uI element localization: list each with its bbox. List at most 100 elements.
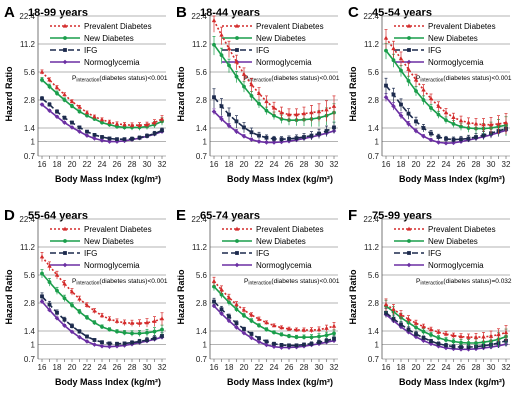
data-point [92,320,97,325]
legend-label: IFG [428,249,441,258]
data-point [436,336,441,340]
x-tick-label: 32 [502,363,511,372]
data-point [40,271,44,276]
data-point [137,135,142,140]
y-tick-label: 0.7 [196,152,208,161]
x-tick-label: 18 [53,160,62,169]
panel-title: 55-64 years [28,210,88,222]
data-point [249,318,254,323]
data-point [481,340,486,345]
legend-marker [407,36,411,40]
data-point [481,334,486,339]
data-point [257,101,261,106]
data-point [294,136,299,141]
data-point [62,317,67,322]
x-tick-label: 30 [487,363,496,372]
x-tick-label: 18 [53,363,62,372]
panel-title: 45-54 years [372,7,432,19]
x-tick-label: 32 [502,160,511,169]
data-point [451,339,456,344]
data-point [129,320,135,325]
data-point [309,335,314,340]
legend-label: Prevalent Diabetes [84,22,152,31]
y-tick-label: 11.2 [192,40,208,49]
data-point [152,131,157,136]
panel-d: D 55-64 years 0.7 1 1.4 2.8 5.6 11.2 22.4 16 18 20 2… [4,207,168,387]
y-tick-label: 1 [203,341,208,350]
data-point [47,84,52,89]
data-point [122,137,127,142]
legend-marker [234,262,240,268]
data-point [414,325,418,330]
data-point [234,321,239,326]
data-point [257,133,261,138]
legend-label: IFG [256,249,269,258]
data-point [264,339,269,344]
data-point [69,125,75,130]
data-point [271,140,277,145]
legend-label: IFG [428,46,441,55]
data-point [62,120,67,125]
y-tick-label: 1 [203,138,208,147]
data-point [100,135,104,139]
data-point [436,140,441,145]
data-point [234,307,239,312]
panel-e: E 65-74 years 0.7 1 1.4 2.8 5.6 11.2 22.4 16 18 20 2… [176,207,340,387]
data-point [234,129,239,134]
data-point [62,92,67,97]
data-point [444,118,448,123]
data-point [69,289,75,294]
data-point [249,312,254,317]
data-point [77,309,82,314]
data-point [219,307,224,312]
x-tick-label: 20 [68,160,77,169]
y-axis-title: Hazard Ratio [4,269,14,325]
data-point [100,324,104,329]
data-point [391,58,396,63]
legend-label: Prevalent Diabetes [256,225,324,234]
x-tick-label: 28 [128,363,137,372]
data-point [428,137,434,143]
panel-letter: F [348,207,357,224]
data-point [436,112,441,117]
x-tick-label: 32 [330,363,339,372]
data-point [159,316,165,321]
y-tick-label: 0.7 [196,355,208,364]
data-point [496,332,501,337]
data-point [122,125,127,130]
legend-marker [406,23,412,28]
y-tick-label: 22.4 [191,215,207,224]
y-tick-label: 22.4 [191,12,207,21]
x-tick-label: 16 [38,160,47,169]
data-point [294,335,299,340]
data-point [451,344,456,349]
data-point [85,113,89,118]
data-point [421,329,426,334]
data-point [212,42,216,47]
data-point [272,341,276,346]
x-tick-label: 30 [315,363,324,372]
y-axis-title: Hazard Ratio [176,269,186,325]
data-point [115,137,119,142]
x-tick-label: 26 [457,363,466,372]
data-point [256,139,262,144]
data-point [211,278,217,283]
data-point [488,122,494,127]
series-line [213,280,335,331]
x-axis-title: Body Mass Index (kg/m²) [227,377,333,387]
data-point [301,111,307,116]
data-point [391,92,396,97]
data-point [287,136,291,141]
data-point [271,323,277,328]
data-point [227,300,231,305]
data-point [466,136,471,141]
data-point [130,331,134,336]
x-tick-label: 26 [285,363,294,372]
data-point [383,94,389,100]
data-point [77,334,82,340]
data-point [294,327,299,332]
data-point [47,280,52,284]
y-tick-label: 11.2 [364,40,380,49]
legend-marker [235,48,239,52]
x-axis-title: Body Mass Index (kg/m²) [55,174,161,184]
